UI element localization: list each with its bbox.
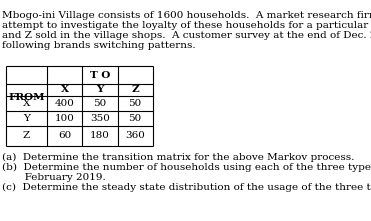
Text: 350: 350 xyxy=(90,114,110,123)
Text: February 2019.: February 2019. xyxy=(2,173,106,182)
Text: following brands switching patterns.: following brands switching patterns. xyxy=(2,41,196,50)
Text: X: X xyxy=(23,99,30,108)
Text: (c)  Determine the steady state distribution of the usage of the three types of : (c) Determine the steady state distribut… xyxy=(2,183,371,192)
Text: Y: Y xyxy=(96,86,104,95)
Text: X: X xyxy=(60,86,69,95)
Text: 100: 100 xyxy=(55,114,75,123)
Text: 60: 60 xyxy=(58,131,71,141)
Text: and Z sold in the village shops.  A customer survey at the end of Dec. 2018 reve: and Z sold in the village shops. A custo… xyxy=(2,31,371,40)
Text: (a)  Determine the transition matrix for the above Markov process.: (a) Determine the transition matrix for … xyxy=(2,153,355,162)
Text: 50: 50 xyxy=(93,99,106,108)
Text: Z: Z xyxy=(131,86,139,95)
Text: (b)  Determine the number of households using each of the three types of soap at: (b) Determine the number of households u… xyxy=(2,163,371,172)
Text: attempt to investigate the loyalty of these households for a particular brand of: attempt to investigate the loyalty of th… xyxy=(2,21,371,30)
Text: T O: T O xyxy=(89,70,110,80)
Text: 360: 360 xyxy=(125,131,145,141)
Text: Mbogo-ini Village consists of 1600 households.  A market research firm gathered : Mbogo-ini Village consists of 1600 house… xyxy=(2,11,371,20)
Text: 50: 50 xyxy=(128,114,142,123)
Text: 180: 180 xyxy=(90,131,110,141)
Text: 50: 50 xyxy=(128,99,142,108)
Text: Y: Y xyxy=(23,114,30,123)
Text: Z: Z xyxy=(23,131,30,141)
Text: 400: 400 xyxy=(55,99,75,108)
Text: FROM: FROM xyxy=(8,93,45,102)
